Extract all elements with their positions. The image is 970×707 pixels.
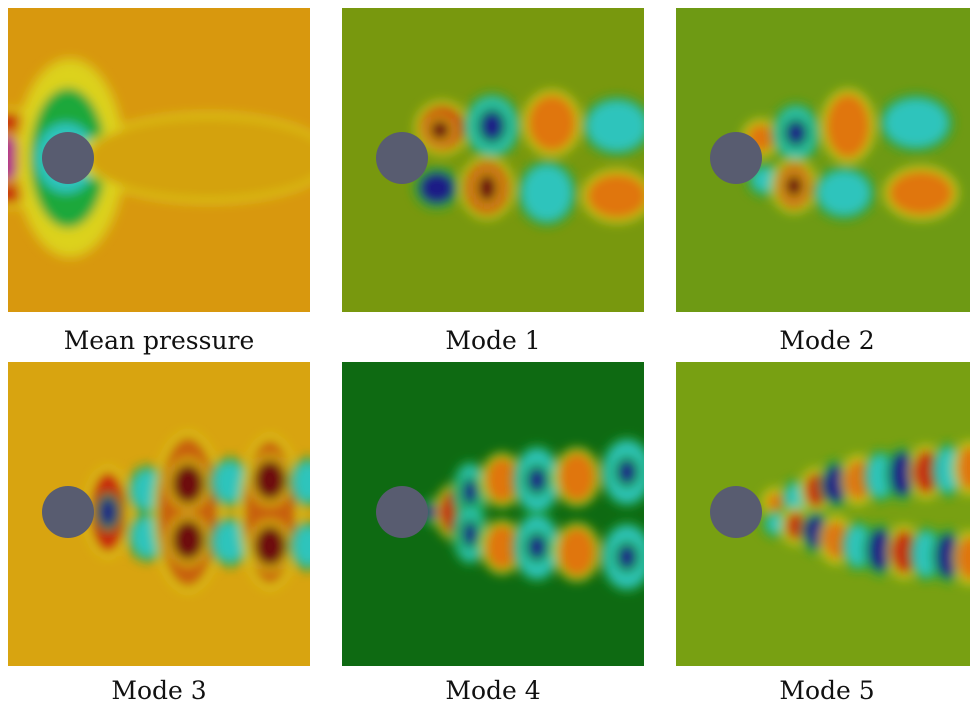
figure: Mean pressure Mode 1 Mode 2 Mode 3 Mode 4 Mod… [0, 0, 970, 707]
caption: Mode 3 [8, 676, 310, 705]
field-image [676, 8, 970, 312]
cylinder [42, 132, 94, 184]
field-panel [8, 8, 310, 312]
field-image [8, 362, 310, 666]
cylinder [710, 486, 762, 538]
caption: Mode 1 [342, 326, 644, 355]
cylinder [42, 486, 94, 538]
caption: Mode 4 [342, 676, 644, 705]
field-panel [342, 8, 644, 312]
field-image [8, 8, 310, 312]
caption: Mode 2 [676, 326, 970, 355]
cylinder [376, 486, 428, 538]
field-image [676, 362, 970, 666]
caption: Mean pressure [8, 326, 310, 355]
field-image [342, 8, 644, 312]
cylinder [710, 132, 762, 184]
caption: Mode 5 [676, 676, 970, 705]
field-panel [676, 8, 970, 312]
field-panel [8, 362, 310, 666]
field-image [342, 362, 644, 666]
field-panel [342, 362, 644, 666]
field-panel [676, 362, 970, 666]
cylinder [376, 132, 428, 184]
